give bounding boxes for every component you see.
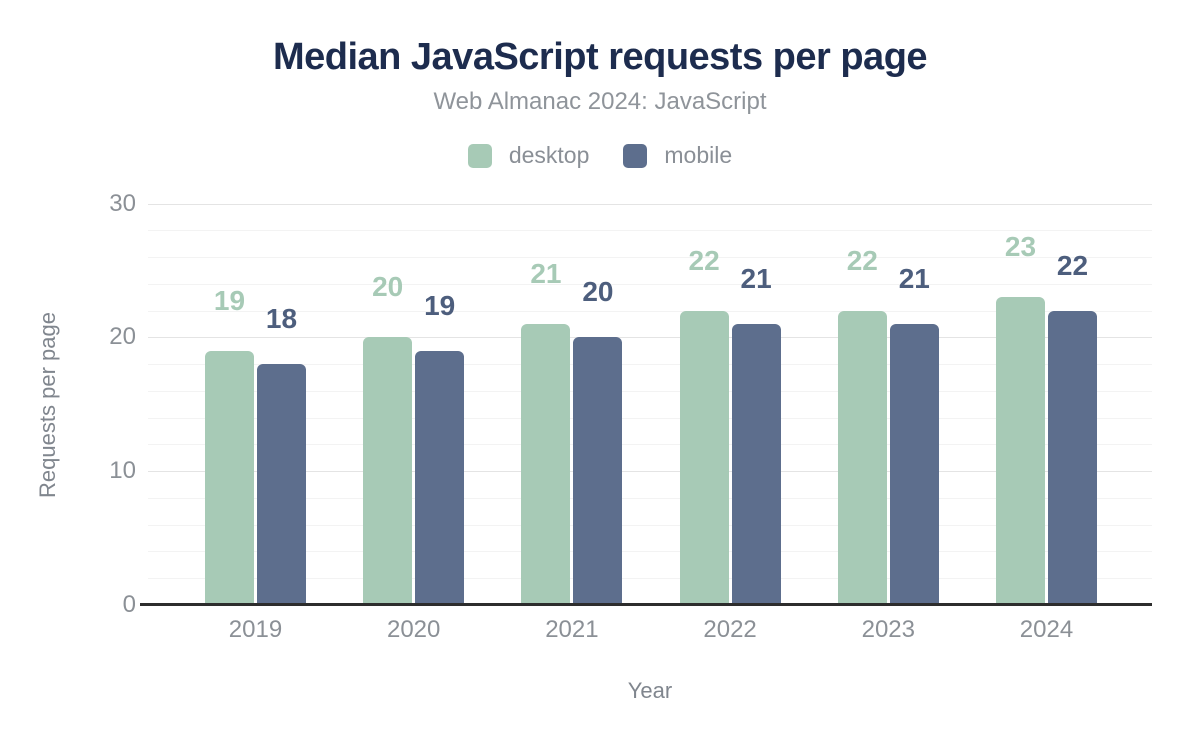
gridline-minor xyxy=(148,390,1152,392)
gridline-major xyxy=(148,471,1152,473)
gridline-major xyxy=(148,203,1152,205)
gridline-minor xyxy=(148,283,1152,285)
x-axis-title: Year xyxy=(627,678,673,703)
bar-label-desktop-2024: 23 xyxy=(1004,231,1037,263)
bar-mobile-2024 xyxy=(1048,310,1097,605)
bar-label-desktop-2021: 21 xyxy=(530,257,562,289)
x-axis-line xyxy=(140,603,1152,606)
bar-label-mobile-2020: 19 xyxy=(424,289,456,321)
bar-label-desktop-2023: 22 xyxy=(846,244,878,276)
x-tick-label-2023: 2023 xyxy=(861,616,915,643)
gridline-minor xyxy=(148,524,1152,526)
y-tick-label: 20 xyxy=(109,323,136,351)
y-axis-title: Requests per page xyxy=(35,312,60,498)
legend-label-desktop: desktop xyxy=(508,142,590,168)
bar-label-mobile-2024: 22 xyxy=(1056,249,1089,281)
bar-desktop-2019 xyxy=(205,350,254,605)
gridline-minor xyxy=(148,310,1152,312)
gridline-minor xyxy=(148,578,1152,580)
bar-desktop-2022 xyxy=(679,310,729,605)
bar-label-desktop-2019: 19 xyxy=(213,284,246,316)
gridline-minor xyxy=(148,364,1152,366)
gridline-minor xyxy=(148,551,1152,553)
gridline-minor xyxy=(148,444,1152,446)
bar-desktop-2024 xyxy=(996,297,1045,605)
gridline-minor xyxy=(148,257,1152,259)
chart-subtitle: Web Almanac 2024: JavaScript xyxy=(433,88,767,115)
bar-mobile-2019 xyxy=(257,364,306,605)
x-tick-label-2022: 2022 xyxy=(703,616,757,643)
bar-desktop-2020 xyxy=(363,337,413,605)
bar-label-desktop-2022: 22 xyxy=(688,244,720,276)
chart-title: Median JavaScript requests per page xyxy=(272,36,928,78)
y-tick-label: 10 xyxy=(109,457,136,485)
gridline-minor xyxy=(148,417,1152,419)
gridline-major xyxy=(148,337,1152,339)
x-tick-label-2021: 2021 xyxy=(545,616,599,643)
legend: desktop mobile xyxy=(0,142,1200,169)
gridline-minor xyxy=(148,230,1152,232)
legend-swatch-mobile-icon xyxy=(623,143,648,168)
bar-label-mobile-2019: 18 xyxy=(265,303,298,335)
bar-desktop-2021 xyxy=(521,323,571,605)
bar-label-mobile-2023: 21 xyxy=(898,262,930,294)
bar-label-desktop-2020: 20 xyxy=(372,271,404,303)
legend-label-mobile: mobile xyxy=(664,142,733,168)
gridline-minor xyxy=(148,497,1152,499)
y-tick-label: 0 xyxy=(122,591,136,618)
legend-item-desktop: desktop xyxy=(467,142,590,169)
bar-mobile-2020 xyxy=(415,350,465,605)
bar-mobile-2023 xyxy=(889,323,939,605)
bar-label-mobile-2022: 21 xyxy=(740,262,772,294)
y-tick-label: 30 xyxy=(109,189,136,217)
bar-label-mobile-2021: 20 xyxy=(582,276,614,308)
bar-desktop-2023 xyxy=(837,310,887,605)
bar-mobile-2022 xyxy=(731,323,781,605)
legend-swatch-desktop-icon xyxy=(467,143,492,168)
bar-mobile-2021 xyxy=(573,337,623,605)
x-tick-label-2019: 2019 xyxy=(228,616,283,643)
x-tick-label-2020: 2020 xyxy=(386,616,441,643)
legend-item-mobile: mobile xyxy=(623,142,732,169)
x-tick-label-2024: 2024 xyxy=(1019,616,1074,643)
